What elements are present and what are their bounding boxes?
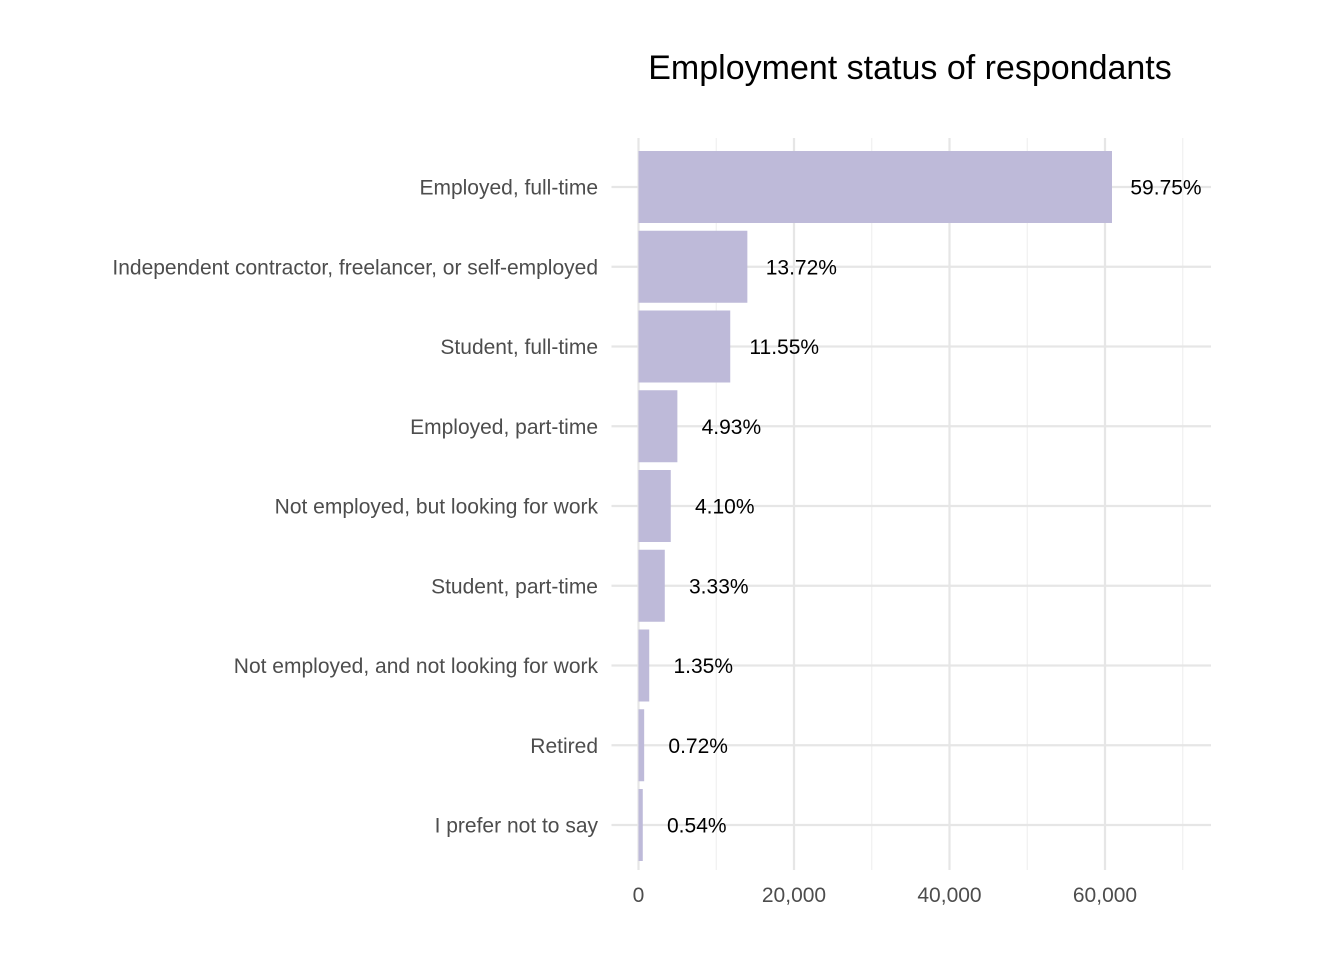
category-label: Employed, part-time bbox=[410, 416, 598, 439]
bar-value-label: 4.93% bbox=[702, 416, 762, 439]
bar-value-label: 11.55% bbox=[749, 336, 819, 359]
x-tick-label: 0 bbox=[633, 884, 645, 907]
bar bbox=[638, 310, 731, 383]
bars bbox=[638, 151, 1112, 861]
x-tick-label: 40,000 bbox=[917, 884, 981, 907]
bar bbox=[638, 230, 748, 303]
category-label: Retired bbox=[530, 735, 598, 758]
category-label: Not employed, and not looking for work bbox=[234, 655, 599, 678]
bar bbox=[638, 151, 1112, 223]
bar-value-label: 0.72% bbox=[668, 735, 728, 758]
bar-value-label: 13.72% bbox=[766, 256, 837, 279]
bar-value-label: 59.75% bbox=[1130, 177, 1201, 200]
bar bbox=[638, 709, 645, 782]
bar-value-label: 3.33% bbox=[689, 575, 749, 598]
category-label: Employed, full-time bbox=[419, 177, 598, 200]
bar-value-label: 1.35% bbox=[673, 655, 733, 678]
category-label: Student, full-time bbox=[440, 336, 598, 359]
category-label: I prefer not to say bbox=[435, 815, 599, 838]
bar bbox=[638, 549, 665, 622]
bar-value-label: 0.54% bbox=[667, 815, 727, 838]
bar bbox=[638, 470, 671, 542]
bar bbox=[638, 629, 650, 702]
bar bbox=[638, 789, 643, 861]
bar bbox=[638, 390, 678, 463]
labels: Employed, full-time 59.75% Independent con… bbox=[112, 177, 1201, 908]
x-tick-label: 60,000 bbox=[1073, 884, 1137, 907]
category-label: Student, part-time bbox=[431, 575, 598, 598]
category-label: Not employed, but looking for work bbox=[275, 496, 599, 519]
x-tick-label: 20,000 bbox=[762, 884, 826, 907]
category-label: Independent contractor, freelancer, or s… bbox=[112, 256, 598, 279]
bar-value-label: 4.10% bbox=[695, 496, 755, 519]
chart-title: Employment status of respondants bbox=[648, 49, 1172, 87]
